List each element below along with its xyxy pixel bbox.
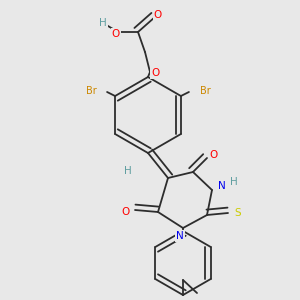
Text: Br: Br: [200, 86, 210, 96]
Text: N: N: [218, 181, 226, 191]
Text: H: H: [124, 166, 132, 176]
Text: O: O: [154, 10, 162, 20]
Text: H: H: [99, 18, 107, 28]
Text: O: O: [121, 207, 129, 217]
Text: H: H: [230, 177, 238, 187]
Text: O: O: [209, 150, 217, 160]
Text: Br: Br: [86, 86, 97, 96]
Text: N: N: [176, 231, 184, 241]
Text: O: O: [112, 29, 120, 39]
Text: S: S: [235, 208, 241, 218]
Text: O: O: [151, 68, 159, 78]
